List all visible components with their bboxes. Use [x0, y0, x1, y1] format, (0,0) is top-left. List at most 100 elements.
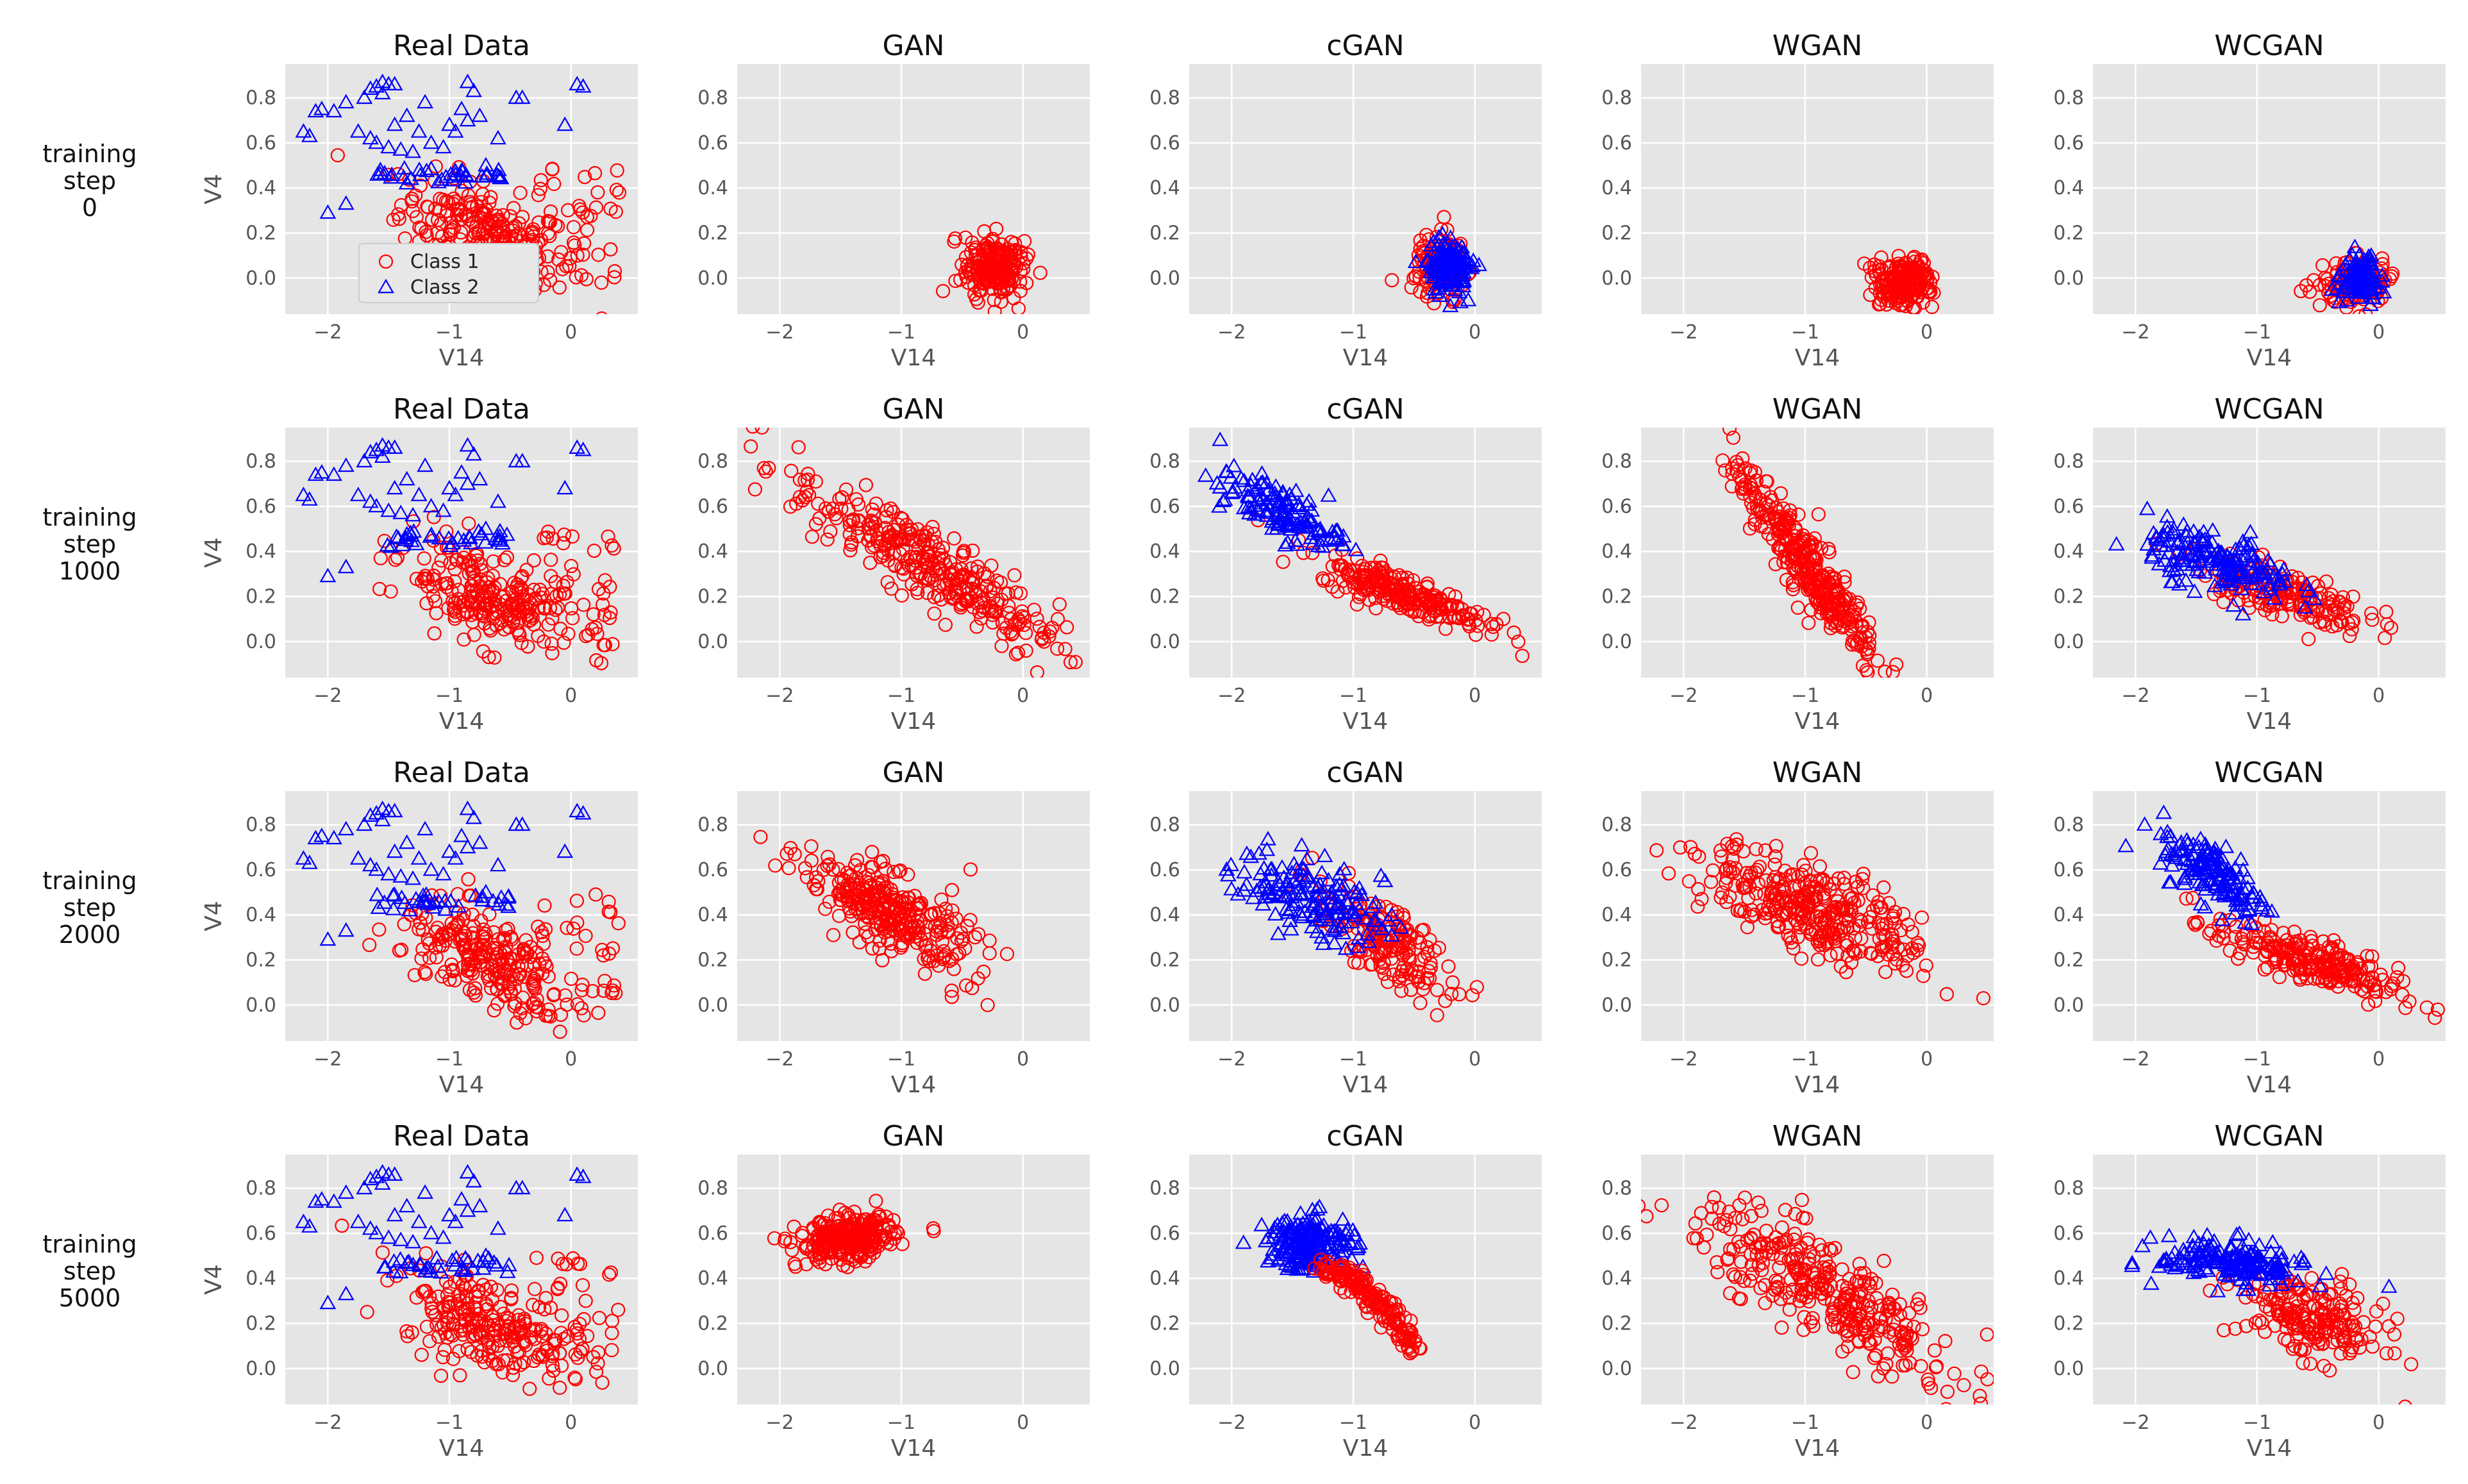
class1-point: [2378, 985, 2394, 999]
class1-point: [996, 244, 1012, 259]
class1-point: [1919, 266, 1935, 281]
class1-point: [538, 922, 553, 937]
class2-point: [474, 892, 491, 907]
class1-point: [453, 208, 469, 222]
class2-point: [1270, 925, 1287, 940]
class2-point: [433, 171, 451, 186]
scatter-points: [1197, 431, 1530, 663]
class1-point: [1694, 892, 1709, 906]
class2-point: [2144, 549, 2161, 564]
class2-point: [326, 830, 342, 845]
class1-point: [1837, 569, 1852, 584]
x-tick-label: 0: [1017, 685, 1029, 707]
class1-point: [980, 997, 995, 1012]
class2-point: [2374, 267, 2391, 282]
class1-point: [444, 916, 459, 931]
class1-point: [1019, 643, 1033, 658]
class1-point: [945, 564, 960, 579]
x-tick-label: −2: [1217, 1048, 1246, 1071]
y-tick-label: 0.8: [246, 451, 276, 473]
class1-point: [1736, 486, 1751, 501]
class2-point: [459, 475, 476, 490]
y-tick-label: 0.8: [2053, 814, 2084, 837]
y-tick-label: 0.8: [697, 814, 728, 837]
class1-point: [545, 646, 560, 661]
class1-point: [1431, 940, 1446, 955]
class1-point: [1919, 281, 1934, 296]
class2-point: [1260, 831, 1276, 846]
class2-point: [2329, 279, 2346, 295]
class1-point: [1919, 727, 1932, 740]
class1-point: [746, 428, 760, 434]
class1-point: [2260, 944, 2275, 958]
class1-point: [487, 580, 502, 596]
class1-point: [489, 618, 504, 633]
class1-point: [428, 594, 443, 608]
class1-point: [1857, 256, 1872, 271]
class1-point: [843, 543, 858, 558]
class1-point: [1408, 969, 1423, 985]
class2-point: [2226, 905, 2244, 920]
class1-point: [565, 611, 580, 626]
class1-point: [1384, 903, 1399, 917]
panel-title: GAN: [882, 393, 944, 426]
class1-point: [574, 268, 589, 283]
class1-point: [1867, 264, 1882, 279]
class1-point: [1726, 430, 1740, 445]
class1-point: [463, 195, 478, 210]
y-tick-label: 0.2: [697, 586, 728, 608]
class2-point: [2221, 869, 2238, 885]
class2-point: [2158, 843, 2175, 858]
class1-point: [490, 971, 504, 987]
class2-point: [1278, 901, 1295, 916]
class2-point: [379, 537, 396, 552]
class1-point: [2325, 597, 2340, 612]
class1-point: [1442, 587, 1456, 602]
class1-point: [756, 461, 771, 476]
class1-point: [1422, 596, 1437, 612]
plot-background: [1641, 64, 1994, 314]
class1-point: [1914, 910, 1930, 925]
x-tick-label: 0: [565, 321, 577, 344]
class2-point: [477, 534, 494, 549]
class2-point: [1443, 244, 1460, 260]
class2-point: [2186, 535, 2203, 550]
class1-point: [1010, 646, 1026, 660]
x-axis-label: V14: [2247, 1072, 2292, 1098]
class1-point: [859, 883, 874, 897]
class2-point: [337, 922, 354, 937]
y-tick-label: 0.2: [246, 949, 276, 972]
class1-point: [1729, 832, 1744, 847]
class2-point: [1331, 865, 1348, 881]
class1-point: [1448, 589, 1463, 604]
class2-point: [2151, 556, 2168, 571]
class1-point: [590, 626, 604, 641]
class1-point: [465, 588, 480, 603]
class1-point: [560, 997, 574, 1012]
legend-class1-label: Class 1: [410, 251, 479, 273]
class1-point: [556, 536, 571, 551]
class1-point: [2428, 1010, 2442, 1025]
class1-point: [487, 1003, 501, 1018]
x-tick-label: −2: [313, 1048, 342, 1071]
class1-point: [1767, 857, 1782, 872]
y-tick-label: 0.2: [246, 1313, 276, 1335]
class1-point: [889, 532, 905, 547]
class2-point: [1266, 485, 1283, 500]
y-tick-label: 0.8: [1149, 814, 1180, 837]
class2-point: [2192, 896, 2210, 911]
class1-point: [1447, 609, 1462, 624]
class1-point: [1380, 974, 1395, 989]
class2-point: [2247, 567, 2264, 583]
class1-point: [1791, 507, 1806, 522]
class1-point: [428, 159, 444, 174]
class1-point: [896, 890, 910, 905]
class2-point: [1251, 879, 1269, 894]
class2-point: [2190, 854, 2207, 869]
class1-point: [486, 554, 501, 569]
class1-point: [605, 637, 620, 651]
class2-point: [2187, 860, 2204, 876]
class2-point: [442, 537, 459, 553]
class1-point: [1325, 559, 1340, 574]
